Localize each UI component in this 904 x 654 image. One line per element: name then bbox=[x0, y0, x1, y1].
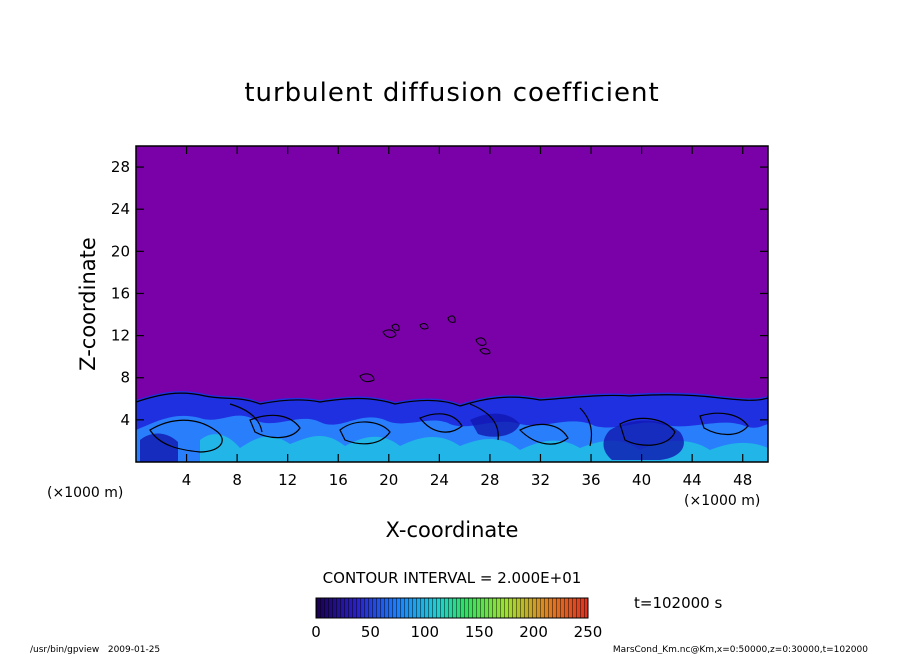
contour-interval-label: CONTOUR INTERVAL = 2.000E+01 bbox=[323, 569, 582, 587]
z-tick-label: 4 bbox=[120, 411, 130, 429]
chart-title: turbulent diffusion coefficient bbox=[244, 78, 659, 108]
x-tick-label: 20 bbox=[379, 471, 398, 489]
x-tick-label: 12 bbox=[278, 471, 297, 489]
contour-lines bbox=[136, 392, 768, 453]
x-axis-label: X-coordinate bbox=[386, 518, 519, 542]
colorbar-frame bbox=[315, 597, 589, 619]
colorbar-ticks: 0 50 100 150 200 250 bbox=[311, 623, 602, 641]
colorbar-tick-label: 50 bbox=[361, 623, 380, 641]
x-tick-label: 36 bbox=[581, 471, 600, 489]
x-unit-right: (×1000 m) bbox=[684, 493, 760, 509]
colorbar-tick-label: 0 bbox=[311, 623, 321, 641]
x-tick-label: 28 bbox=[480, 471, 499, 489]
x-tick-label: 8 bbox=[232, 471, 242, 489]
footer-left: /usr/bin/gpview 2009-01-25 bbox=[30, 645, 160, 654]
z-tick-label: 20 bbox=[111, 242, 130, 260]
colorbar: 0 50 100 150 200 250 bbox=[311, 597, 602, 641]
x-tick-label: 24 bbox=[430, 471, 449, 489]
x-tick-label: 40 bbox=[632, 471, 651, 489]
x-tick-label: 32 bbox=[531, 471, 550, 489]
x-ticks: 4 8 12 16 20 24 28 32 36 40 44 48 bbox=[182, 146, 752, 489]
colorbar-tick-label: 250 bbox=[574, 623, 603, 641]
x-unit-left: (×1000 m) bbox=[47, 485, 123, 501]
z-tick-label: 28 bbox=[111, 158, 130, 176]
colorbar-tick-label: 100 bbox=[410, 623, 439, 641]
turbulent-layer-dark bbox=[140, 413, 684, 462]
z-tick-label: 24 bbox=[111, 200, 130, 218]
upper-contour-blobs bbox=[359, 315, 491, 383]
x-tick-label: 44 bbox=[683, 471, 702, 489]
y-axis-label: Z-coordinate bbox=[76, 237, 100, 371]
turbulence-field bbox=[136, 315, 768, 462]
plot-frame bbox=[135, 145, 769, 463]
colorbar-tick-label: 150 bbox=[465, 623, 494, 641]
colorbar-stripes bbox=[316, 598, 588, 618]
z-tick-label: 8 bbox=[120, 369, 130, 387]
z-ticks: 4 8 12 16 20 24 28 bbox=[111, 158, 768, 429]
colorbar-tick-label: 200 bbox=[519, 623, 548, 641]
x-tick-label: 48 bbox=[733, 471, 752, 489]
time-label: t=102000 s bbox=[634, 594, 722, 612]
z-tick-label: 12 bbox=[111, 327, 130, 345]
x-tick-label: 16 bbox=[329, 471, 348, 489]
footer-right: MarsCond_Km.nc@Km,x=0:50000,z=0:30000,t=… bbox=[613, 645, 868, 654]
x-tick-label: 4 bbox=[182, 471, 192, 489]
z-tick-label: 16 bbox=[111, 284, 130, 302]
